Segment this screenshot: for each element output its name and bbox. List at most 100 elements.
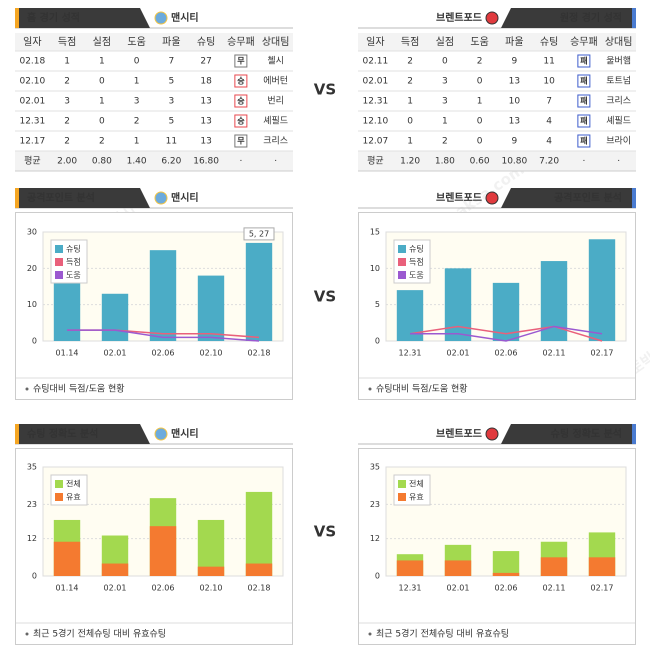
- table-cell: 2: [407, 77, 413, 87]
- table-cell: 브라이: [606, 136, 631, 147]
- table-cell: 6.20: [161, 157, 181, 167]
- table-cell: 3: [442, 77, 448, 87]
- header-accent: [632, 188, 636, 208]
- x-tick-label: 01.14: [56, 584, 79, 593]
- legend-swatch: [55, 245, 63, 253]
- table-cell: 9: [512, 57, 518, 67]
- table-cell: 토트넘: [606, 76, 631, 87]
- column-header: 실점: [436, 36, 454, 48]
- table-cell: 1: [99, 97, 105, 107]
- legend-label: 전체: [409, 479, 424, 489]
- table-cell: 5: [169, 117, 175, 127]
- table-cell: 2: [407, 57, 413, 67]
- table-cell: 0: [134, 57, 140, 67]
- table-cell: 10: [509, 97, 521, 107]
- table-cell: 13: [200, 137, 211, 147]
- table-cell: 1: [407, 137, 413, 147]
- table-cell: 0.80: [92, 157, 112, 167]
- table-cell: 12.10: [362, 117, 388, 127]
- table-cell: 27: [200, 57, 211, 67]
- header-accent: [15, 424, 19, 444]
- bar: [444, 268, 472, 341]
- caption-bullet: [368, 632, 372, 636]
- result-badge: [577, 134, 591, 148]
- x-tick-label: 02.01: [447, 584, 470, 593]
- column-header: 승무패: [227, 36, 255, 48]
- column-header: 승무패: [570, 36, 598, 48]
- legend-swatch: [398, 493, 406, 501]
- table-cell: 13: [200, 97, 211, 107]
- legend-swatch: [398, 245, 406, 253]
- column-header: 상대팀: [605, 36, 633, 48]
- y-tick-label: 23: [370, 500, 380, 509]
- y-tick-label: 35: [370, 463, 380, 472]
- table-cell: 셰필드: [606, 115, 631, 127]
- table-cell: 02.01: [19, 97, 45, 107]
- caption: 최근 5경기 전체슈팅 대비 유효슈팅: [376, 628, 509, 640]
- y-tick-label: 23: [27, 500, 37, 509]
- table-cell: 3: [442, 97, 448, 107]
- table-cell: 13: [200, 117, 211, 127]
- caption: 최근 5경기 전체슈팅 대비 유효슈팅: [33, 628, 166, 640]
- column-header: 파울: [505, 36, 523, 48]
- legend-swatch: [55, 271, 63, 279]
- column-header: 슈팅: [540, 36, 558, 48]
- header-tab: [501, 8, 636, 28]
- header-accent: [632, 424, 636, 444]
- table-avg-bg: [15, 151, 293, 171]
- legend-label: 슈팅: [409, 244, 424, 254]
- header-title: 슈팅 정확도 분석: [27, 427, 98, 440]
- y-tick-label: 12: [27, 534, 37, 543]
- legend-label: 득점: [66, 257, 81, 267]
- x-tick-label: 02.10: [200, 349, 223, 358]
- header-tab: [15, 8, 150, 28]
- bar: [101, 293, 129, 341]
- table-cell: 에버턴: [263, 76, 288, 87]
- team-badge: [154, 11, 168, 25]
- table-cell: 크리스: [606, 96, 631, 107]
- table-cell: 1.80: [435, 157, 455, 167]
- bar: [492, 572, 520, 576]
- result: 승: [237, 116, 245, 126]
- bar: [588, 557, 616, 576]
- x-tick-label: 02.18: [248, 349, 271, 358]
- table-cell: 크리스: [263, 136, 288, 147]
- column-header: 일자: [366, 36, 384, 48]
- table-cell: 18: [200, 77, 212, 87]
- result: 패: [580, 56, 587, 66]
- bar: [540, 557, 568, 576]
- bar: [588, 239, 616, 341]
- table-cell: 3: [134, 97, 140, 107]
- header-accent: [15, 188, 19, 208]
- table-cell: 16.80: [193, 157, 219, 167]
- y-tick-label: 0: [375, 572, 380, 581]
- legend-label: 도움: [66, 271, 81, 280]
- line: [67, 329, 260, 342]
- legend-swatch: [55, 480, 63, 488]
- team-name: 맨시티: [171, 11, 199, 24]
- legend-swatch: [398, 480, 406, 488]
- annotation-box: [243, 227, 275, 241]
- table-cell: 02.18: [19, 57, 45, 67]
- column-header: 득점: [58, 36, 76, 48]
- table-cell: 0: [477, 137, 483, 147]
- bar: [197, 566, 225, 576]
- y-tick-label: 20: [27, 264, 37, 273]
- table-cell: 4: [546, 137, 552, 147]
- team-badge: [485, 191, 499, 205]
- y-tick-label: 0: [375, 337, 380, 346]
- legend-label: 유효: [66, 493, 81, 502]
- x-tick-label: 02.06: [495, 584, 518, 593]
- result-badge: [234, 74, 248, 88]
- table-cell: 11: [543, 57, 554, 67]
- bar: [53, 541, 81, 576]
- team-name: 브렌트포드: [436, 427, 482, 440]
- column-header: 도움: [470, 36, 488, 48]
- annotation: 5, 27: [249, 229, 269, 238]
- table-cell: 10: [543, 77, 555, 87]
- x-tick-label: 02.01: [104, 349, 127, 358]
- line: [409, 325, 603, 342]
- table-cell: 0.60: [470, 157, 490, 167]
- bar: [245, 242, 273, 341]
